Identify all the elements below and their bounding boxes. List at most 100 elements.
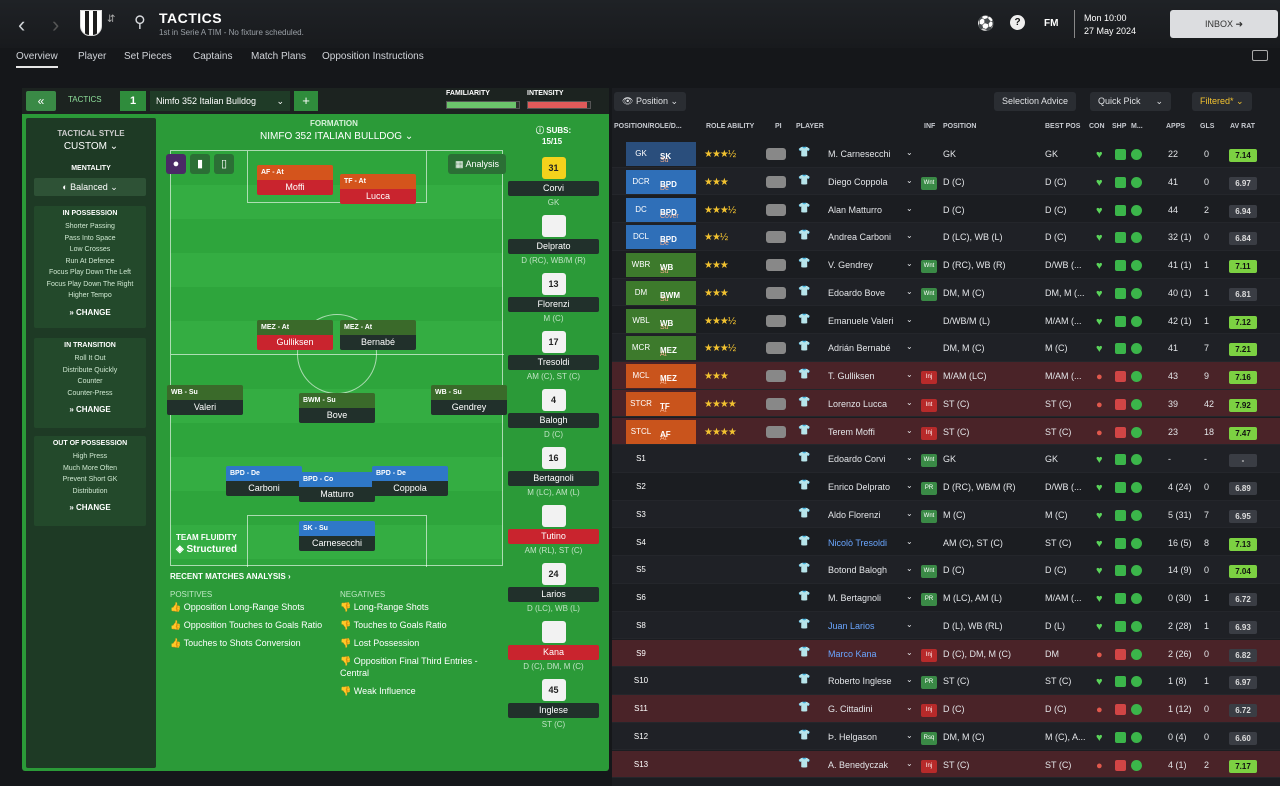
col-role-ability[interactable]: ROLE ABILITY bbox=[706, 123, 755, 130]
formation-select[interactable]: NIMFO 352 ITALIAN BULLDOG ⌄ bbox=[260, 131, 414, 142]
chevron-down-icon[interactable]: ⌄ bbox=[906, 148, 913, 157]
player-name[interactable]: G. Cittadini bbox=[828, 704, 873, 714]
table-row[interactable]: S4 👕 Nicolò Tresoldi ⌄ AM (C), ST (C) ST (C) ♥… bbox=[612, 529, 1280, 557]
pi-icon[interactable] bbox=[766, 148, 786, 160]
col-shp[interactable]: SHP bbox=[1112, 123, 1127, 130]
role-cell[interactable]: MEZ At bbox=[656, 336, 696, 361]
slot[interactable]: S4 bbox=[636, 537, 646, 547]
pitch-player-coppola[interactable]: BPD - De Coppola bbox=[372, 466, 448, 502]
pitch-view-icon[interactable]: ▯ bbox=[214, 154, 234, 174]
sub-player[interactable]: 13 Florenzi M (C) bbox=[508, 273, 599, 323]
tab-captains[interactable]: Captains bbox=[193, 51, 233, 62]
change-oop-button[interactable]: » CHANGE bbox=[69, 503, 111, 512]
sub-player[interactable]: 16 Bertagnoli M (LC), AM (L) bbox=[508, 447, 599, 497]
player-name[interactable]: V. Gendrey bbox=[828, 260, 873, 270]
slot[interactable]: S5 bbox=[636, 565, 646, 575]
pitch-player-lucca[interactable]: TF - At Lucca bbox=[340, 174, 416, 210]
pitch-player-bove[interactable]: BWM - Su Bove bbox=[299, 393, 375, 429]
player-name[interactable]: Edoardo Bove bbox=[828, 287, 886, 298]
pi-icon[interactable] bbox=[766, 397, 786, 410]
col-pi[interactable]: PI bbox=[775, 123, 782, 130]
table-row[interactable]: S1 👕 Edoardo Corvi ⌄ Wnt GK GK ♥ - - - bbox=[612, 445, 1280, 473]
date-time[interactable]: Mon 10:00 27 May 2024 bbox=[1084, 12, 1136, 38]
table-row[interactable]: S3 👕 Aldo Florenzi ⌄ Wnt M (C) M (C) ♥ 5 (31) 7 6.… bbox=[612, 500, 1280, 529]
player-name[interactable]: Botond Balogh bbox=[828, 565, 888, 576]
slot[interactable]: STCR bbox=[626, 391, 656, 416]
chevron-down-icon[interactable]: ⌄ bbox=[906, 481, 913, 490]
role-cell[interactable]: WB Su bbox=[656, 253, 696, 277]
table-row[interactable]: MCR MEZ At ★★★½ 👕 Adrián Bernabé ⌄ DM, M (C) M (… bbox=[612, 334, 1280, 362]
help-icon[interactable]: ? bbox=[1010, 15, 1025, 30]
slot[interactable]: S10 bbox=[633, 676, 649, 686]
club-crest[interactable] bbox=[80, 10, 102, 36]
table-row[interactable]: STCL AF At ★★★★ 👕 Terem Moffi ⌄ Inj ST (C) ST (C)… bbox=[612, 417, 1280, 446]
chevron-down-icon[interactable]: ⌄ bbox=[906, 730, 913, 740]
role-cell[interactable]: MEZ At bbox=[656, 364, 696, 388]
pi-icon[interactable] bbox=[766, 175, 786, 188]
table-row[interactable]: STCR TF At ★★★★ 👕 Lorenzo Lucca ⌄ Int ST (C) ST (… bbox=[612, 389, 1280, 418]
role-cell[interactable]: BWM Su bbox=[656, 280, 696, 305]
chevron-down-icon[interactable]: ⌄ bbox=[906, 175, 913, 185]
pitch-player-gendrey[interactable]: WB - Su Gendrey bbox=[431, 385, 507, 421]
slot[interactable]: MCL bbox=[626, 364, 656, 388]
tab-match-plans[interactable]: Match Plans bbox=[251, 51, 307, 62]
table-row[interactable]: S2 👕 Enrico Delprato ⌄ PR D (RC), WB/M (R) D/W… bbox=[612, 473, 1280, 501]
table-row[interactable]: S9 👕 Marco Kana ⌄ Inj D (C), DM, M (C) DM ● 2 (2… bbox=[612, 639, 1280, 668]
col-best-pos[interactable]: BEST POS bbox=[1045, 123, 1081, 130]
add-tactic-button[interactable]: + bbox=[294, 91, 318, 111]
slot[interactable]: S11 bbox=[634, 704, 648, 713]
sub-player[interactable]: 4 Balogh D (C) bbox=[508, 389, 599, 439]
collapse-icon[interactable]: « bbox=[26, 91, 56, 111]
chevron-down-icon[interactable]: ⌄ bbox=[906, 647, 913, 657]
tactic-slot[interactable]: 1 bbox=[120, 91, 146, 111]
mentality-select[interactable]: ◐ Balanced ⌄ bbox=[34, 178, 146, 196]
sub-player[interactable]: 45 Inglese ST (C) bbox=[508, 679, 599, 729]
player-name[interactable]: Enrico Delprato bbox=[828, 482, 891, 492]
player-name[interactable]: Alan Matturro bbox=[828, 204, 883, 215]
chevron-down-icon[interactable]: ⌄ bbox=[906, 286, 913, 296]
tab-overview[interactable]: Overview bbox=[16, 51, 58, 68]
col-av-rat[interactable]: AV RAT bbox=[1230, 123, 1256, 130]
slot[interactable]: MCR bbox=[626, 336, 656, 361]
table-row[interactable]: DM BWM Su ★★★ 👕 Edoardo Bove ⌄ Wnt DM, M (C) DM, … bbox=[612, 278, 1280, 307]
chevron-down-icon[interactable]: ⌄ bbox=[906, 314, 913, 324]
pitch-player-carnesecchi[interactable]: SK - Su Carnesecchi bbox=[299, 521, 375, 557]
chevron-down-icon[interactable]: ⌄ bbox=[906, 370, 913, 379]
pitch-player-moffi[interactable]: AF - At Moffi bbox=[257, 165, 333, 201]
chevron-down-icon[interactable]: ⌄ bbox=[906, 203, 913, 213]
slot[interactable]: STCL bbox=[626, 419, 656, 444]
col-inf[interactable]: INF bbox=[924, 123, 936, 130]
table-row[interactable]: WBR WB Su ★★★ 👕 V. Gendrey ⌄ Wnt D (RC), WB (R) D… bbox=[612, 251, 1280, 279]
table-row[interactable]: S12 👕 Þ. Helgason ⌄ Rsq DM, M (C) M (C), A... ♥… bbox=[612, 722, 1280, 751]
role-cell[interactable]: SK Su bbox=[656, 142, 696, 166]
role-cell[interactable]: AF At bbox=[656, 419, 696, 444]
slot[interactable]: S3 bbox=[636, 509, 646, 519]
table-row[interactable]: DCL BPD De ★★½ 👕 Andrea Carboni ⌄ D (LC), WB (L… bbox=[612, 223, 1280, 251]
slot[interactable]: S1 bbox=[636, 454, 646, 464]
award-icon[interactable]: ⚽ bbox=[977, 15, 995, 31]
tactic-select[interactable]: Nimfo 352 Italian Bulldog ⌄ bbox=[150, 91, 290, 111]
pitch-player-bernabe[interactable]: MEZ - At Bernabé bbox=[340, 320, 416, 356]
chevron-down-icon[interactable]: ⌄ bbox=[906, 675, 913, 685]
table-row[interactable]: S13 👕 A. Benedyczak ⌄ Inj ST (C) ST (C) ● 4 (1) 2… bbox=[612, 750, 1280, 779]
slot[interactable]: S9 bbox=[636, 648, 646, 658]
chevron-down-icon[interactable]: ⌄ bbox=[906, 619, 913, 629]
sub-player[interactable]: 24 Larios D (LC), WB (L) bbox=[508, 563, 599, 613]
tab-player[interactable]: Player bbox=[78, 51, 107, 62]
pitch-player-matturro[interactable]: BPD - Co Matturro bbox=[299, 472, 375, 508]
slot[interactable]: S12 bbox=[633, 731, 649, 741]
slot[interactable]: S2 bbox=[636, 482, 646, 491]
col-player[interactable]: PLAYER bbox=[796, 123, 824, 130]
player-name[interactable]: Emanuele Valeri bbox=[828, 315, 894, 326]
slot[interactable]: S6 bbox=[636, 593, 646, 602]
tab-opposition-instructions[interactable]: Opposition Instructions bbox=[322, 51, 424, 62]
back-icon[interactable]: ‹ bbox=[18, 12, 26, 37]
sub-player[interactable]: Tutino AM (RL), ST (C) bbox=[508, 505, 599, 555]
player-name[interactable]: Diego Coppola bbox=[828, 176, 888, 187]
player-name[interactable]: Aldo Florenzi bbox=[828, 509, 881, 520]
player-name[interactable]: M. Bertagnoli bbox=[828, 593, 882, 603]
player-name[interactable]: Terem Moffi bbox=[828, 426, 875, 437]
pi-icon[interactable] bbox=[766, 342, 786, 355]
chevron-down-icon[interactable]: ⌄ bbox=[906, 508, 913, 518]
table-row[interactable]: S11 👕 G. Cittadini ⌄ Inj D (C) D (C) ● 1 (12) 0 6.… bbox=[612, 695, 1280, 723]
